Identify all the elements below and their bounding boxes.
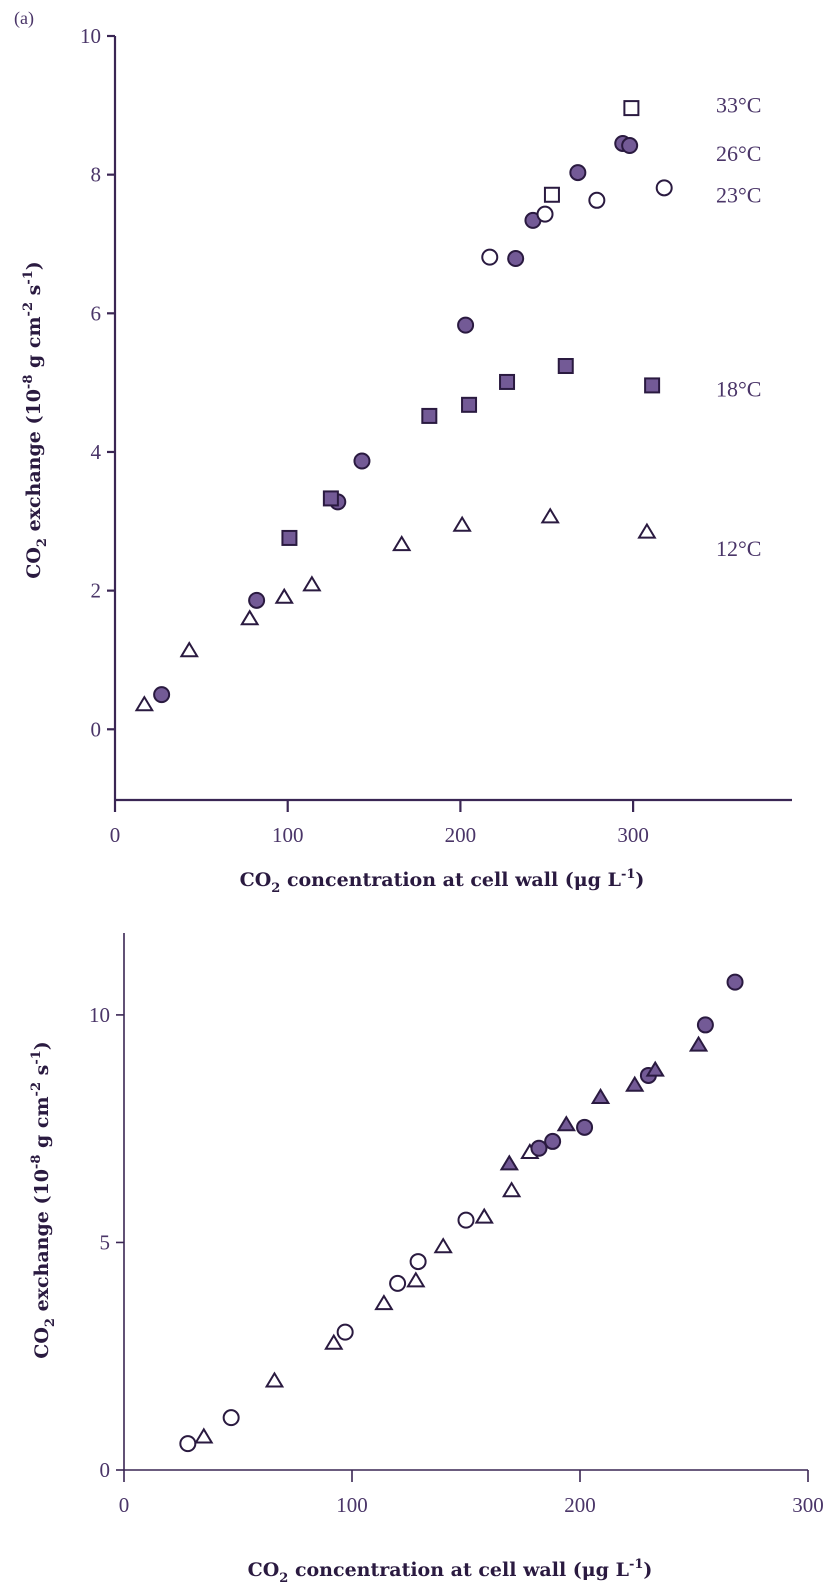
y-tick-label: 2 bbox=[91, 579, 102, 603]
data-point-square bbox=[557, 358, 574, 375]
data-point-square bbox=[281, 529, 298, 546]
data-point-triangle bbox=[637, 522, 657, 539]
data-point-triangle bbox=[179, 641, 199, 658]
data-point-square bbox=[623, 100, 640, 117]
data-point-circle bbox=[248, 591, 266, 609]
data-point-circle bbox=[389, 1274, 407, 1292]
x-tick-label: 200 bbox=[564, 1493, 596, 1517]
series-label-33-c: 33°C bbox=[716, 92, 761, 117]
data-point-triangle bbox=[324, 1333, 344, 1350]
data-point-circle bbox=[179, 1435, 197, 1453]
series-23-c bbox=[481, 179, 673, 266]
data-point-circle bbox=[696, 1016, 714, 1034]
data-point-triangle bbox=[392, 535, 412, 552]
chart-a-series-labels: 33°C 26°C 23°C 18°C 12°C bbox=[716, 92, 761, 561]
data-point-circle bbox=[530, 1139, 548, 1157]
y-tick-label: 10 bbox=[80, 24, 101, 48]
data-point-triangle bbox=[452, 515, 472, 532]
data-point-triangle bbox=[645, 1060, 665, 1077]
data-point-circle bbox=[655, 179, 673, 197]
data-point-circle bbox=[536, 205, 554, 223]
data-point-triangle bbox=[433, 1237, 453, 1254]
data-point-circle bbox=[544, 1132, 562, 1150]
data-point-circle bbox=[336, 1323, 354, 1341]
x-tick-label: 300 bbox=[792, 1493, 824, 1517]
chart-b-x-axis-title: CO2 concentration at cell wall (μg L-1) bbox=[248, 1557, 653, 1586]
data-point-circle bbox=[153, 686, 171, 704]
data-point-triangle bbox=[501, 1181, 522, 1198]
data-point-square bbox=[461, 396, 478, 413]
data-point-triangle bbox=[240, 609, 260, 626]
x-tick-label: 0 bbox=[119, 1493, 130, 1517]
chart-a-y-axis-title: CO2 exchange (10-8 g cm-2 s-1) bbox=[21, 261, 50, 579]
data-point-triangle bbox=[406, 1271, 426, 1288]
data-point-triangle bbox=[556, 1115, 576, 1132]
series-12-c bbox=[134, 507, 657, 712]
series-18-c bbox=[281, 358, 661, 546]
chart-b-y-axis-title: CO2 exchange (10-8 g cm-2 s-1) bbox=[29, 1041, 58, 1359]
data-point-circle bbox=[457, 1211, 475, 1229]
series-label-26-c: 26°C bbox=[716, 141, 761, 166]
x-tick-label: 0 bbox=[110, 823, 121, 847]
data-point-triangle bbox=[540, 507, 560, 524]
y-tick-label: 5 bbox=[100, 1230, 111, 1254]
data-point-circle bbox=[576, 1118, 594, 1136]
data-point-triangle bbox=[264, 1371, 285, 1388]
data-point-circle bbox=[353, 452, 371, 470]
x-tick-label: 100 bbox=[272, 823, 304, 847]
data-point-triangle bbox=[134, 695, 155, 712]
series-label-23-c: 23°C bbox=[716, 182, 761, 207]
y-tick-label: 0 bbox=[91, 717, 102, 741]
data-point-circle bbox=[569, 164, 587, 182]
chart-a-marks bbox=[134, 100, 673, 712]
panel-label-a: (a) bbox=[14, 8, 34, 29]
chart-a-x-axis-title: CO2 concentration at cell wall (μg L-1) bbox=[240, 867, 645, 896]
y-tick-label: 0 bbox=[100, 1458, 111, 1482]
data-point-triangle bbox=[194, 1427, 214, 1444]
data-point-circle bbox=[409, 1253, 427, 1271]
data-point-triangle bbox=[688, 1035, 709, 1052]
data-point-triangle bbox=[474, 1207, 494, 1224]
data-point-square bbox=[644, 377, 661, 394]
chart-b-marks bbox=[179, 973, 744, 1453]
data-point-circle bbox=[457, 316, 475, 334]
series-label-12-c: 12°C bbox=[716, 536, 761, 561]
y-tick-label: 10 bbox=[89, 1003, 110, 1027]
data-point-circle bbox=[481, 248, 499, 266]
series-33-c bbox=[543, 100, 640, 203]
y-tick-label: 4 bbox=[91, 440, 102, 464]
data-point-triangle bbox=[302, 575, 322, 592]
series-open-triangles bbox=[194, 1142, 540, 1444]
data-point-circle bbox=[726, 973, 744, 991]
data-point-square bbox=[543, 186, 560, 203]
data-point-circle bbox=[621, 137, 639, 155]
data-point-square bbox=[421, 407, 438, 424]
data-point-circle bbox=[588, 191, 606, 209]
series-filled-triangles bbox=[499, 1035, 709, 1171]
x-tick-label: 300 bbox=[617, 823, 649, 847]
data-point-circle bbox=[507, 250, 525, 268]
series-label-18-c: 18°C bbox=[716, 377, 761, 402]
data-point-triangle bbox=[590, 1087, 611, 1104]
series-26-c bbox=[153, 134, 639, 704]
data-point-triangle bbox=[499, 1154, 519, 1171]
data-point-triangle bbox=[274, 587, 294, 604]
x-tick-label: 100 bbox=[336, 1493, 368, 1517]
data-point-triangle bbox=[625, 1075, 645, 1092]
x-tick-label: 200 bbox=[445, 823, 477, 847]
y-tick-label: 6 bbox=[91, 301, 102, 325]
data-point-square bbox=[322, 490, 339, 507]
y-tick-label: 8 bbox=[91, 163, 102, 187]
series-open-circles bbox=[179, 1211, 475, 1453]
data-point-circle bbox=[222, 1409, 240, 1427]
data-point-square bbox=[499, 373, 516, 390]
data-point-triangle bbox=[374, 1294, 394, 1311]
